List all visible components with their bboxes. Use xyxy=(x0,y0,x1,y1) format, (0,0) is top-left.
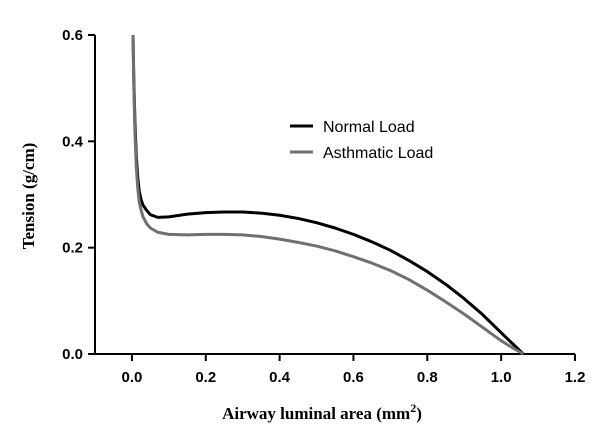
x-tick-label: 0.2 xyxy=(195,369,216,386)
x-ticks: 0.0 0.2 0.4 0.6 0.8 1.0 1.2 xyxy=(121,354,585,386)
x-axis-title: Airway luminal area (mm2) xyxy=(222,401,422,423)
legend-label-normal-load: Normal Load xyxy=(323,119,415,136)
legend: Normal Load Asthmatic Load xyxy=(290,119,433,162)
y-tick-label: 0.2 xyxy=(62,240,83,257)
x-tick-label: 0.0 xyxy=(121,369,142,386)
y-ticks: 0.0 0.2 0.4 0.6 xyxy=(62,27,95,363)
y-tick-label: 0.6 xyxy=(62,27,83,44)
axes xyxy=(94,35,575,355)
y-axis-title: Tension (g/cm) xyxy=(19,143,38,250)
x-axis-title-close: ) xyxy=(416,404,422,423)
x-axis-title-superscript: 2 xyxy=(410,401,416,415)
series-line-normal-load xyxy=(131,34,525,356)
y-tick-label: 0.4 xyxy=(62,133,84,150)
x-tick-label: 0.6 xyxy=(343,369,364,386)
x-tick-label: 1.2 xyxy=(565,369,586,386)
x-tick-label: 1.0 xyxy=(491,369,512,386)
series-layer xyxy=(131,34,525,356)
y-tick-label: 0.0 xyxy=(62,346,83,363)
x-tick-label: 0.4 xyxy=(269,369,291,386)
series-line-asthmatic-load xyxy=(131,34,525,356)
x-tick-label: 0.8 xyxy=(417,369,438,386)
x-axis-title-text: Airway luminal area (mm xyxy=(222,404,410,423)
legend-label-asthmatic-load: Asthmatic Load xyxy=(323,145,433,162)
